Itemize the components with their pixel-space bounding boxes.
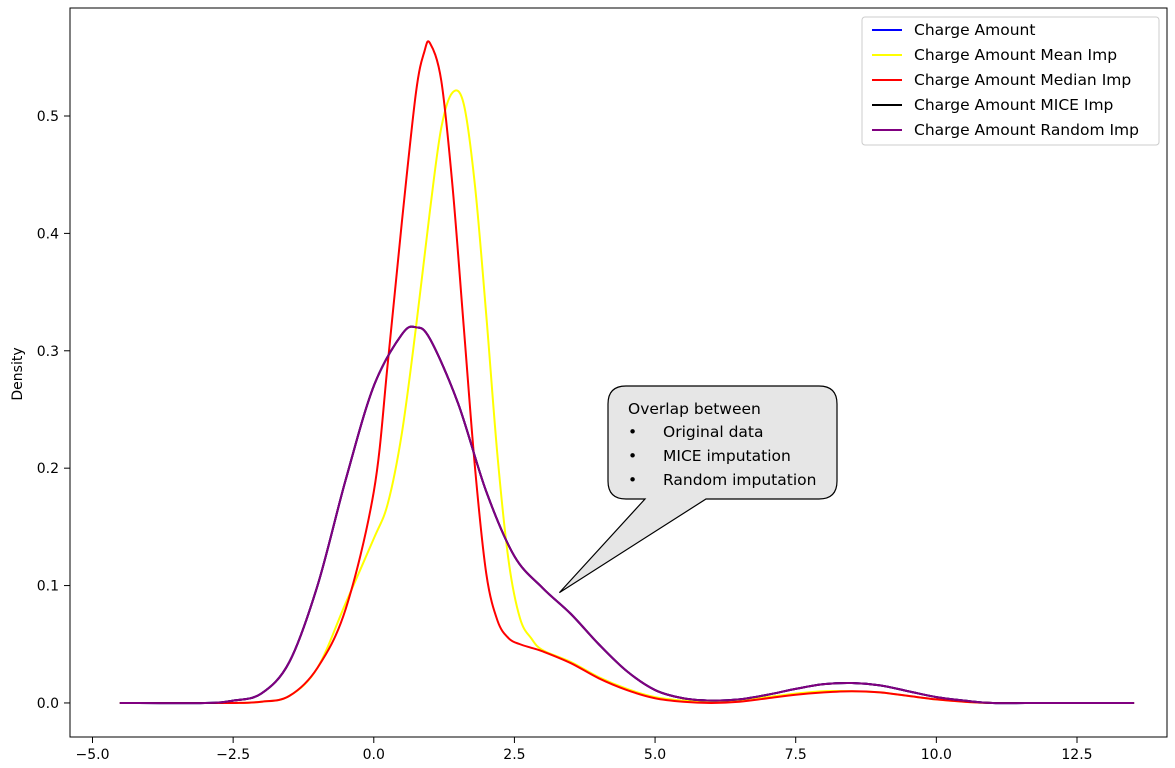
x-tick-label: 12.5: [1061, 747, 1092, 763]
series-line-charge-amount-random-imp: [119, 325, 1135, 705]
legend-label: Charge Amount Random Imp: [914, 121, 1139, 139]
series-line-charge-amount-median-imp: [119, 40, 1135, 705]
y-tick-label: 0.1: [37, 579, 59, 595]
x-axis-ticks: −5.0 −2.5 0.0 2.5 5.0 7.5 10.0 12.5: [76, 737, 1093, 763]
legend-label: Charge Amount MICE Imp: [914, 96, 1113, 114]
x-tick-label: 7.5: [785, 747, 807, 763]
legend-label: Charge Amount: [914, 21, 1035, 39]
series-layer: [119, 40, 1135, 705]
annotation-item: Original data: [663, 423, 764, 441]
annotation-callout-box: [558, 385, 838, 594]
y-tick-label: 0.2: [37, 461, 59, 477]
annotation-bullet: •: [628, 471, 637, 489]
legend-label: Charge Amount Median Imp: [914, 71, 1131, 89]
y-tick-label: 0.0: [37, 696, 59, 712]
annotation-item: MICE imputation: [663, 447, 791, 465]
x-tick-label: 0.0: [363, 747, 385, 763]
annotation-bullet: •: [628, 447, 637, 465]
legend-entries: Charge Amount Charge Amount Mean Imp Charg…: [872, 21, 1139, 139]
y-tick-label: 0.5: [37, 109, 59, 125]
x-tick-label: −2.5: [216, 747, 250, 763]
x-tick-label: 2.5: [503, 747, 525, 763]
annotation-title: Overlap between: [628, 400, 761, 418]
x-tick-label: −5.0: [76, 747, 110, 763]
plot-frame: [69, 7, 1168, 738]
legend-box: [861, 16, 1160, 146]
annotation-bullet: •: [628, 423, 637, 441]
y-axis-ticks: 0.0 0.1 0.2 0.3 0.4 0.5: [37, 109, 70, 712]
legend-label: Charge Amount Mean Imp: [914, 46, 1117, 64]
legend: Charge Amount Charge Amount Mean Imp Charg…: [861, 16, 1160, 146]
y-axis-label: Density: [10, 347, 26, 400]
y-tick-label: 0.3: [37, 344, 59, 360]
x-tick-label: 5.0: [644, 747, 666, 763]
x-tick-label: 10.0: [921, 747, 952, 763]
annotation-item: Random imputation: [663, 471, 816, 489]
annotation-callout: Overlap between • Original data • MICE i…: [558, 385, 838, 594]
y-tick-label: 0.4: [37, 226, 59, 242]
